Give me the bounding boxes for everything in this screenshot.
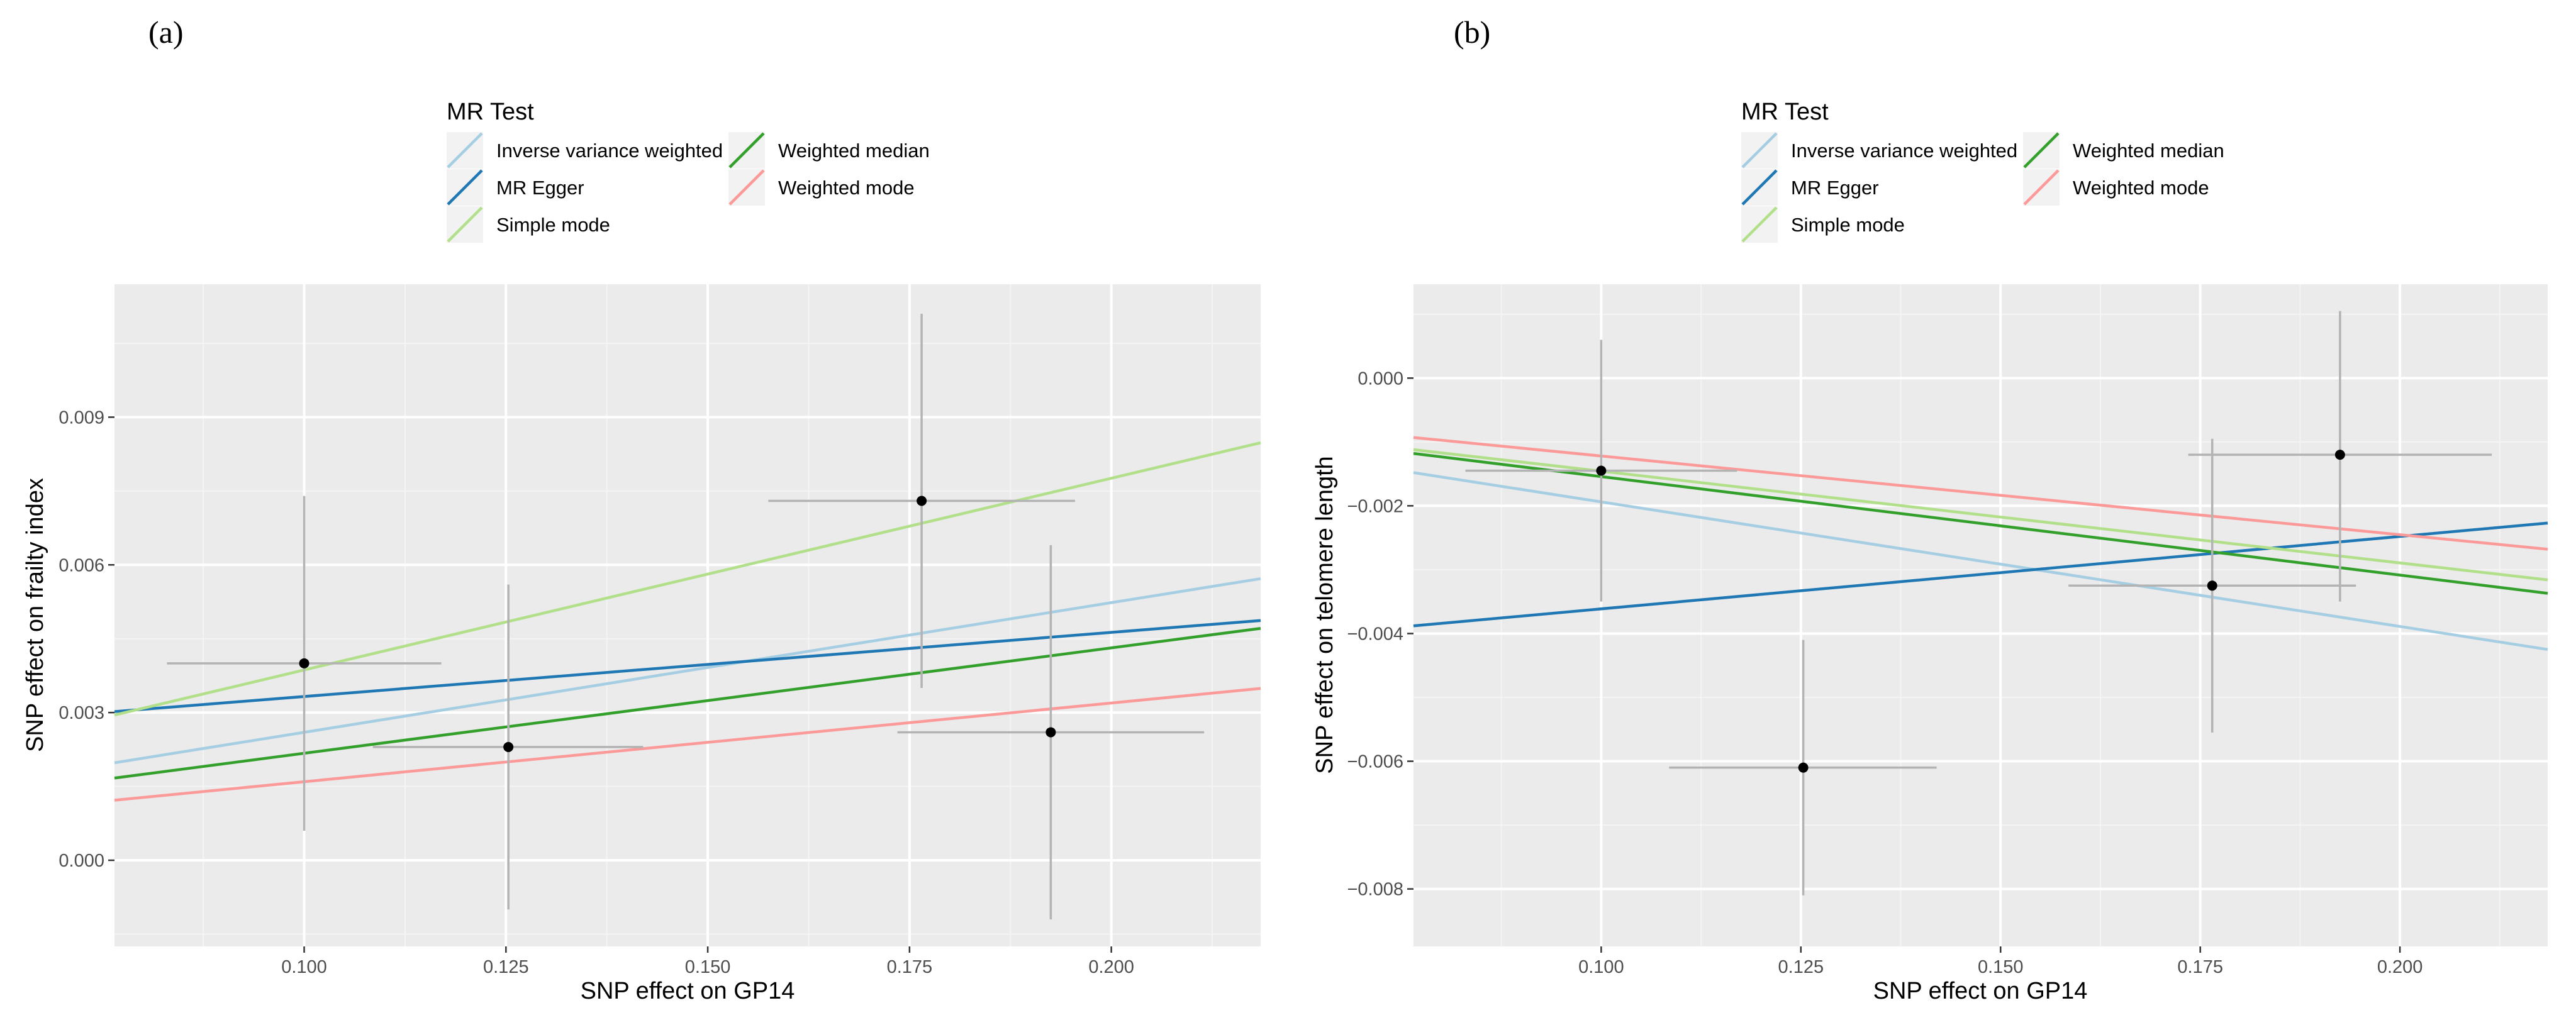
legend-title-b: MR Test: [1741, 99, 1829, 125]
snp-point: [299, 658, 309, 668]
snp-point: [2207, 580, 2217, 591]
plot-area-a: [114, 284, 1261, 946]
legend-b: MR Test Inverse variance weighted MR Egge…: [1741, 99, 2224, 243]
fit-line-weighted-median: [114, 627, 1261, 780]
x-tick-label: 0.150: [1978, 957, 2024, 977]
panel-label-b: (b): [1454, 14, 1490, 50]
panel-label-a: (a): [148, 14, 184, 50]
fit-line-weighted-mode: [114, 687, 1261, 802]
y-ticks-a: 0.000 0.003 0.006 0.009: [59, 407, 114, 871]
legend-label: Weighted mode: [2073, 177, 2209, 199]
legend-item-mr-egger: MR Egger: [1741, 169, 1879, 206]
legend-item-inverse-variance-weighted: Inverse variance weighted: [1741, 132, 2017, 169]
snp-point: [2334, 450, 2345, 460]
legend-label: Weighted mode: [778, 177, 915, 199]
legend-item-weighted-median: Weighted median: [2023, 132, 2224, 169]
x-tick-label: 0.200: [2377, 957, 2423, 977]
legend-label: MR Egger: [496, 177, 584, 199]
points-b: [1596, 450, 2345, 773]
legend-key-line: [1741, 132, 1778, 169]
y-tick-label: 0.000: [59, 851, 104, 871]
y-tick-label: −0.002: [1347, 496, 1403, 516]
x-tick-label: 0.200: [1088, 957, 1134, 977]
fit-line-simple-mode: [114, 441, 1261, 717]
legend-key-line: [728, 132, 765, 169]
y-tick-label: −0.008: [1347, 880, 1403, 900]
legend-key-line: [2023, 132, 2060, 169]
x-tick-label: 0.125: [483, 957, 529, 977]
y-tick-label: 0.006: [59, 555, 104, 575]
legend-label: MR Egger: [1791, 177, 1879, 199]
legend-key-line: [1741, 206, 1778, 243]
legend-label: Inverse variance weighted: [496, 140, 723, 162]
grid-a: [114, 284, 1261, 946]
legend-key-line: [447, 206, 483, 243]
y-axis-title-a: SNP effect on frailty index: [22, 478, 48, 752]
legend-label: Inverse variance weighted: [1791, 140, 2017, 162]
x-axis-title-a: SNP effect on GP14: [581, 978, 795, 1004]
panel-a: (a) MR Test Inverse variance weightedMR …: [22, 14, 1261, 1004]
x-tick-label: 0.175: [2177, 957, 2223, 977]
legend-label: Weighted median: [2073, 140, 2224, 162]
x-tick-label: 0.100: [1578, 957, 1624, 977]
legend-item-weighted-mode: Weighted mode: [728, 169, 915, 206]
y-tick-label: −0.006: [1347, 752, 1403, 772]
snp-point: [503, 741, 514, 752]
x-axis-title-b: SNP effect on GP14: [1873, 978, 2088, 1004]
legend-item-inverse-variance-weighted: Inverse variance weighted: [447, 132, 723, 169]
fit-line-mr-egger: [114, 619, 1261, 713]
legend-item-weighted-median: Weighted median: [728, 132, 930, 169]
legend-label: Simple mode: [1791, 214, 1905, 236]
fit-line-weighted-mode: [1413, 436, 2548, 551]
x-tick-label: 0.175: [887, 957, 933, 977]
y-tick-label: 0.003: [59, 703, 104, 723]
fit-line-inverse-variance-weighted: [1413, 471, 2548, 651]
legend-label: Weighted median: [778, 140, 930, 162]
legend-key-line: [447, 132, 483, 169]
fit-lines-a: [114, 441, 1261, 802]
points-a: [299, 496, 1056, 752]
y-axis-title-b: SNP effect on telomere length: [1312, 456, 1338, 774]
x-tick-label: 0.125: [1778, 957, 1824, 977]
y-tick-label: −0.004: [1347, 624, 1403, 644]
panel-b: (b) MR Test Inverse variance weightedMR …: [1312, 14, 2548, 1004]
plot-area-b: [1413, 284, 2548, 946]
y-tick-label: 0.009: [59, 407, 104, 428]
y-ticks-b: 0.000 −0.002 −0.004 −0.006 −0.008: [1347, 369, 1413, 900]
legend-key-line: [1741, 169, 1778, 206]
legend-key-line: [447, 169, 483, 206]
x-tick-label: 0.150: [685, 957, 731, 977]
legend-key-line: [728, 169, 765, 206]
x-ticks-a: 0.100 0.125 0.150 0.175 0.200: [281, 946, 1134, 977]
legend-item-weighted-mode: Weighted mode: [2023, 169, 2209, 206]
snp-point: [1045, 727, 1056, 738]
legend-a: MR Test Inverse variance weighted MR Egge…: [447, 99, 930, 243]
snp-point: [1798, 762, 1809, 773]
legend-title-a: MR Test: [447, 99, 534, 125]
legend-item-simple-mode: Simple mode: [1741, 206, 1905, 243]
fit-line-weighted-median: [1413, 452, 2548, 595]
legend-item-simple-mode: Simple mode: [447, 206, 610, 243]
x-tick-label: 0.100: [281, 957, 327, 977]
fit-line-mr-egger: [1413, 521, 2548, 628]
legend-item-mr-egger: MR Egger: [447, 169, 584, 206]
snp-point: [917, 496, 927, 506]
legend-key-line: [2023, 169, 2060, 206]
legend-label: Simple mode: [496, 214, 610, 236]
snp-point: [1596, 465, 1607, 476]
fit-line-inverse-variance-weighted: [114, 577, 1261, 765]
grid-b: [1413, 284, 2548, 946]
x-ticks-b: 0.100 0.125 0.150 0.175 0.200: [1578, 946, 2423, 977]
y-tick-label: 0.000: [1358, 369, 1403, 389]
